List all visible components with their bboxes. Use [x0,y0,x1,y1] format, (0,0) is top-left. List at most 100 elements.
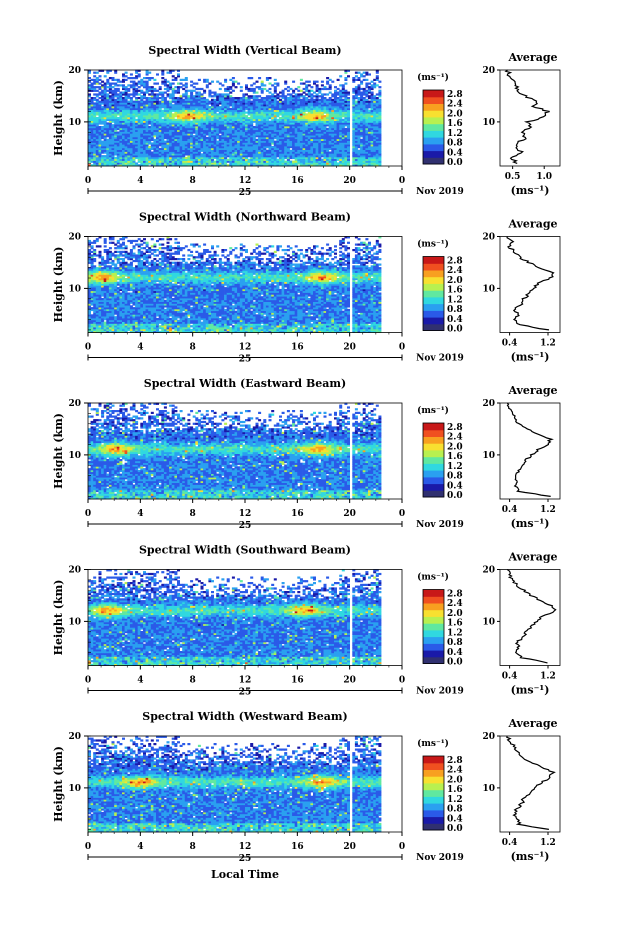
heatmap-cell [93,139,96,141]
heatmap-cell [125,117,128,119]
heatmap-cell [96,83,99,85]
heatmap-cell [164,117,167,119]
heatmap-cell [156,117,159,119]
heatmap-cell [96,72,99,74]
heatmap-cell [130,84,133,86]
heatmap-cell [146,81,149,83]
heatmap-cell [151,161,154,163]
heatmap-cell [146,106,149,108]
heatmap-cell [106,117,109,119]
heatmap-cell [140,95,143,97]
heatmap-cell [96,86,99,88]
heatmap-cell [167,101,170,103]
heatmap-cell [133,150,136,152]
heatmap-cell [93,97,96,99]
heatmap-cell [135,88,138,90]
heatmap-cell [93,150,96,152]
heatmap-cell [122,161,125,163]
heatmap-cell [114,106,117,108]
heatmap-cell [156,106,159,108]
heatmap-cell [156,150,159,152]
heatmap-cell [88,161,91,163]
heatmap-cell [143,161,146,163]
heatmap-cell [93,83,96,85]
heatmap-cell [99,92,102,94]
heatmap-cell [161,83,164,85]
heatmap-cell [93,75,96,77]
heatmap-cell [146,72,149,74]
heatmap-cell [135,72,138,74]
heatmap-cell [146,161,149,163]
heatmap-cell [151,86,154,88]
heatmap-cell [109,128,112,130]
heatmap-cell [119,128,122,130]
heatmap-cell [143,81,146,83]
heatmap-cell [106,139,109,141]
heatmap-cell [106,79,109,81]
heatmap-cell [112,161,115,163]
heatmap-cell [127,101,130,103]
heatmap-cell [127,150,130,152]
heatmap-cell [138,139,141,141]
heatmap-cell [104,106,107,108]
heatmap-cell [109,161,112,163]
heatmap-cell [164,141,167,143]
heatmap-cell [143,93,146,95]
heatmap-cell [138,93,141,95]
heatmap-cell [146,128,149,130]
heatmap-cell [148,146,151,148]
heatmap-cell [112,128,115,130]
heatmap-cell [143,139,146,141]
heatmap-cell [135,97,138,99]
heatmap-cell [138,106,141,108]
heatmap-cell [114,88,117,90]
heatmap-cell [106,122,109,124]
heatmap-cell [135,128,138,130]
heatmap-cell [117,84,120,86]
heatmap-cell [138,83,141,85]
heatmap-cell [93,86,96,88]
heatmap-cell [88,139,91,141]
heatmap-cell [112,93,115,95]
heatmap-cell [93,161,96,163]
heatmap-cell [133,161,136,163]
heatmap-cell [99,75,102,77]
heatmap-cell [130,117,133,119]
heatmap-cell [125,128,128,130]
heatmap-cell [99,97,102,99]
heatmap-cell [104,83,107,85]
heatmap-cell [133,81,136,83]
heatmap-cell [122,150,125,152]
heatmap-cell [151,93,154,95]
heatmap-cell [133,93,136,95]
heatmap-cell [114,99,117,101]
heatmap-cell [119,81,122,83]
heatmap-cell [127,139,130,141]
heatmap-cell [104,150,107,152]
heatmap-cell [122,106,125,108]
heatmap-cell [88,72,91,74]
heatmap-cell [130,106,133,108]
heatmap-cell [143,150,146,152]
heatmap-cell [117,88,120,90]
heatmap-cell [114,117,117,119]
heatmap-cell [151,152,154,154]
heatmap-cell [138,161,141,163]
heatmap-cell [112,117,115,119]
heatmap-cell [130,97,133,99]
heatmap-cell [96,106,99,108]
heatmap-cell [133,139,136,141]
heatmap-cell [161,128,164,130]
heatmap-cell [125,150,128,152]
heatmap-cell [114,139,117,141]
heatmap-cell [153,150,156,152]
heatmap-cell [151,128,154,130]
heatmap-cell [159,93,162,95]
heatmap-cell [156,161,159,163]
heatmap-cell [159,148,162,150]
heatmap-cell [119,92,122,94]
heatmap-cell [122,117,125,119]
heatmap-cell [91,83,94,85]
heatmap-cell [161,110,164,112]
heatmap-cell [167,117,170,119]
